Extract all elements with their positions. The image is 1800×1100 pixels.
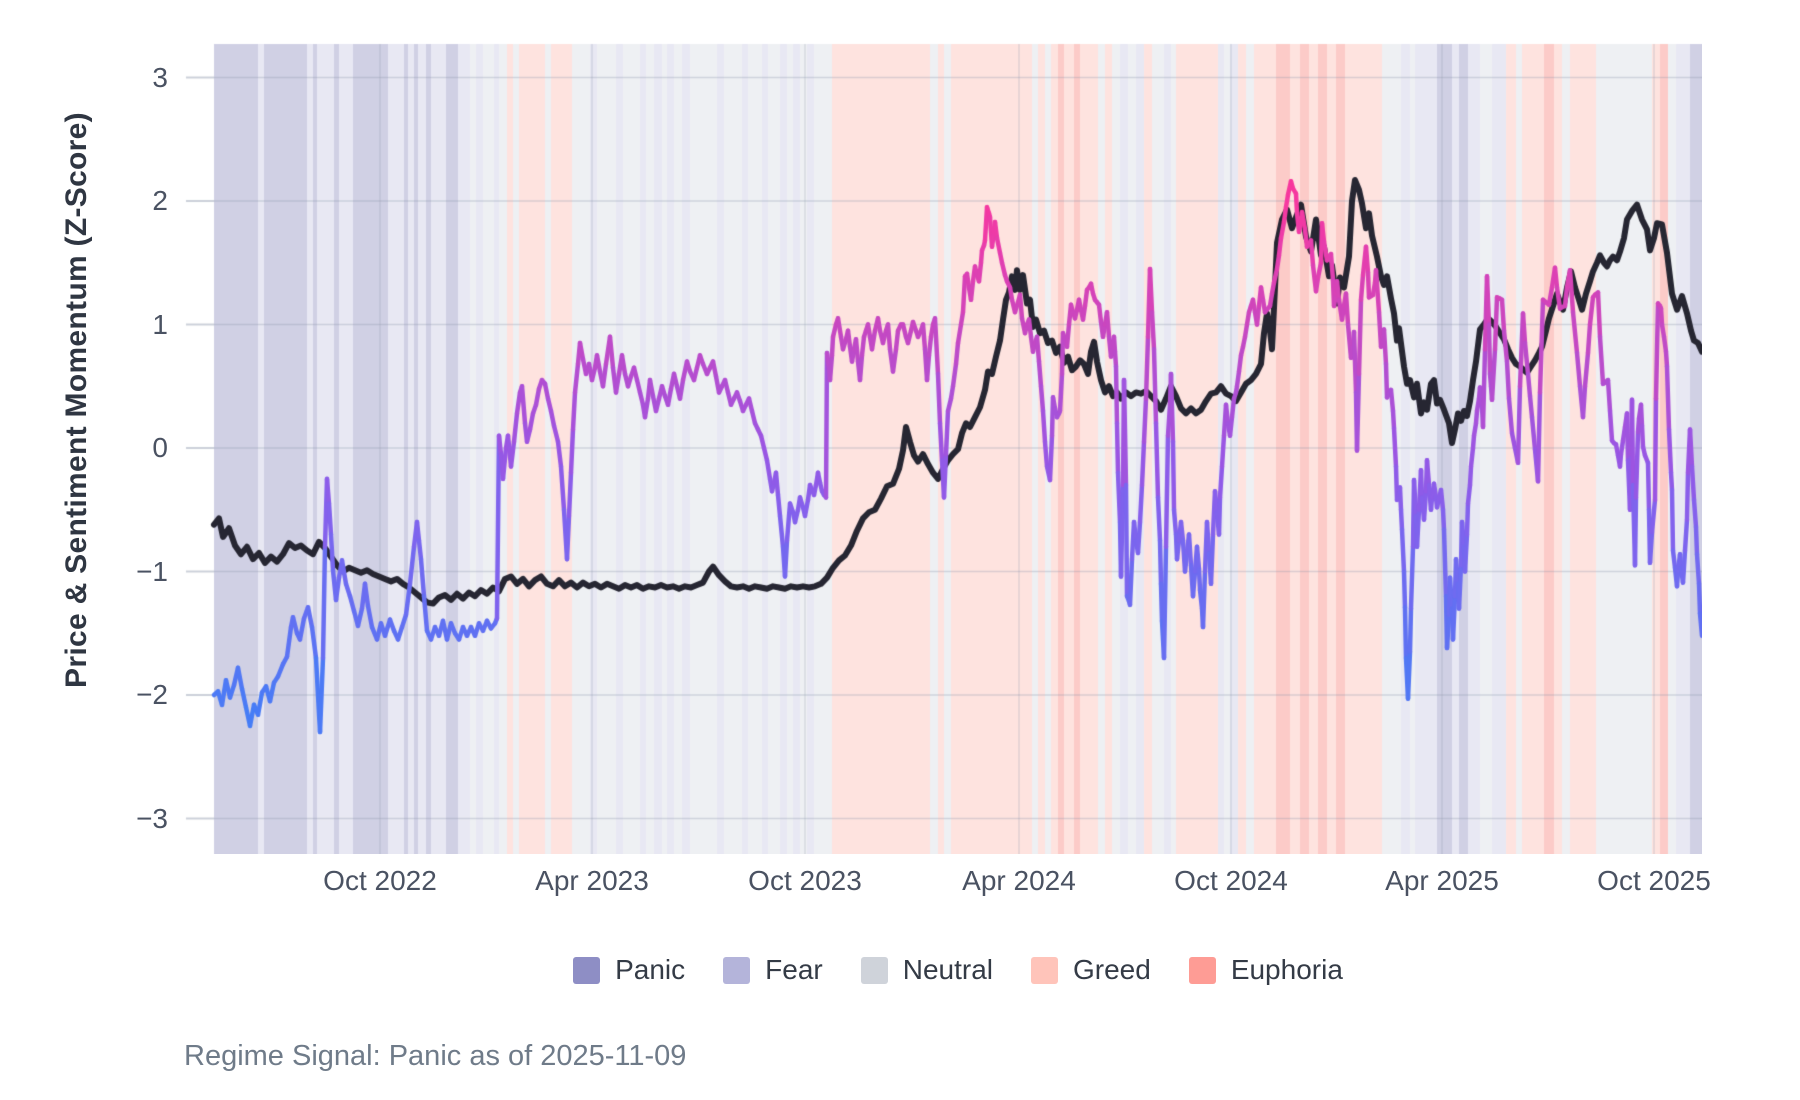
- legend-label: Neutral: [902, 954, 993, 985]
- y-tick-label: 2: [152, 185, 168, 216]
- legend-label: Euphoria: [1230, 954, 1343, 985]
- legend-item-panic: Panic: [573, 954, 685, 986]
- y-tick-label: −1: [136, 555, 168, 587]
- legend-label: Panic: [615, 954, 686, 985]
- y-tick-label: 0: [152, 432, 168, 463]
- legend-label: Fear: [765, 954, 823, 985]
- y-tick-label: −3: [136, 802, 168, 834]
- x-tick-label: Oct 2025: [1597, 865, 1711, 896]
- legend-item-neutral: Neutral: [860, 954, 993, 986]
- panic-swatch-icon: [573, 956, 601, 984]
- plot-area: [184, 43, 1702, 854]
- legend-item-euphoria: Euphoria: [1188, 954, 1343, 986]
- x-tick-label: Oct 2024: [1174, 865, 1288, 896]
- euphoria-swatch-icon: [1188, 956, 1216, 984]
- legend-item-greed: Greed: [1030, 954, 1151, 986]
- x-tick-label: Oct 2022: [323, 865, 437, 896]
- neutral-swatch-icon: [860, 956, 888, 984]
- legend: Panic Fear Neutral Greed Euphoria: [214, 948, 1702, 992]
- x-tick-label: Apr 2024: [962, 865, 1076, 896]
- y-tick-label: −2: [136, 679, 168, 710]
- y-tick-label: 3: [152, 61, 168, 93]
- x-tick-label: Oct 2023: [748, 865, 862, 896]
- fear-swatch-icon: [723, 956, 751, 984]
- greed-swatch-icon: [1030, 956, 1058, 984]
- legend-item-fear: Fear: [723, 954, 823, 986]
- legend-label: Greed: [1072, 954, 1151, 985]
- x-tick-label: Apr 2025: [1385, 865, 1499, 896]
- y-axis-title: Price & Sentiment Momentum (Z-Score): [60, 112, 93, 688]
- x-tick-label: Apr 2023: [535, 865, 649, 896]
- y-tick-label: 1: [152, 308, 168, 340]
- regime-signal-text: Regime Signal: Panic as of 2025-11-09: [184, 1040, 687, 1072]
